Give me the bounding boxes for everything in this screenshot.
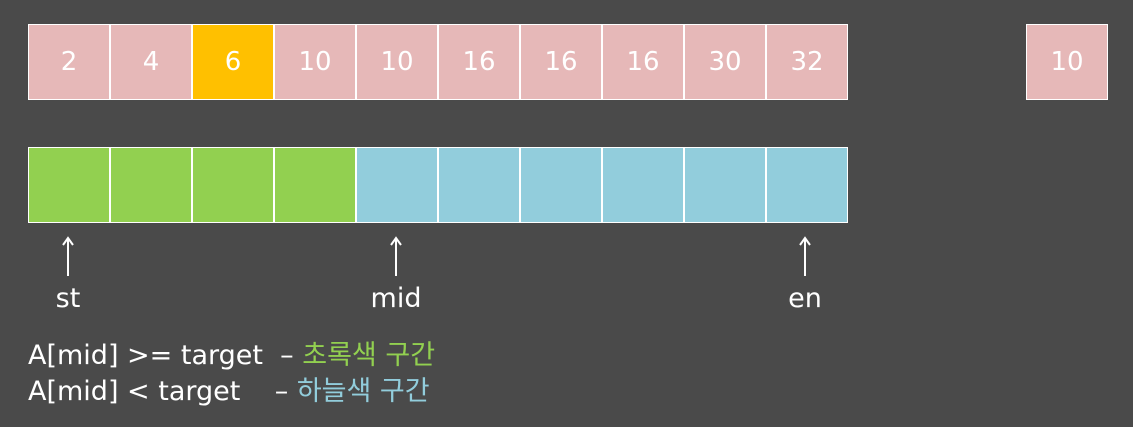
legend: A[mid] >= target – 초록색 구간 A[mid] < targe… <box>28 338 435 410</box>
blue-region-cell <box>520 147 602 223</box>
st-pointer: st <box>38 236 98 316</box>
blue-region-cell <box>602 147 684 223</box>
legend-condition: A[mid] >= target <box>28 340 263 371</box>
search-region-array <box>28 147 848 223</box>
blue-region-cell <box>356 147 438 223</box>
array-cell: 10 <box>274 24 356 100</box>
st-label: st <box>55 283 81 314</box>
sorted-array: 2 4 6 10 10 16 16 16 30 32 <box>28 24 848 100</box>
array-cell-highlighted: 6 <box>192 24 274 100</box>
array-cell: 16 <box>438 24 520 100</box>
legend-blue-region-label: 하늘색 구간 <box>296 376 430 407</box>
green-region-cell <box>192 147 274 223</box>
blue-region-cell <box>438 147 520 223</box>
en-label: en <box>788 283 822 314</box>
array-cell: 32 <box>766 24 848 100</box>
legend-green-region-label: 초록색 구간 <box>302 340 436 371</box>
up-arrow-icon <box>390 236 402 276</box>
array-cell: 30 <box>684 24 766 100</box>
green-region-cell <box>110 147 192 223</box>
array-cell: 2 <box>28 24 110 100</box>
legend-dash: – <box>280 340 294 371</box>
array-cell: 4 <box>110 24 192 100</box>
mid-label: mid <box>370 283 422 314</box>
green-region-cell <box>274 147 356 223</box>
mid-pointer: mid <box>366 236 426 316</box>
legend-line-green: A[mid] >= target – 초록색 구간 <box>28 338 435 374</box>
up-arrow-icon <box>62 236 74 276</box>
target-value-cell: 10 <box>1026 24 1108 100</box>
legend-dash: – <box>274 376 289 407</box>
green-region-cell <box>28 147 110 223</box>
blue-region-cell <box>684 147 766 223</box>
en-pointer: en <box>775 236 835 316</box>
legend-condition: A[mid] < target <box>28 376 241 407</box>
array-cell: 16 <box>520 24 602 100</box>
up-arrow-icon <box>799 236 811 276</box>
blue-region-cell <box>766 147 848 223</box>
array-cell: 16 <box>602 24 684 100</box>
legend-line-blue: A[mid] < target – 하늘색 구간 <box>28 374 435 410</box>
array-cell: 10 <box>356 24 438 100</box>
